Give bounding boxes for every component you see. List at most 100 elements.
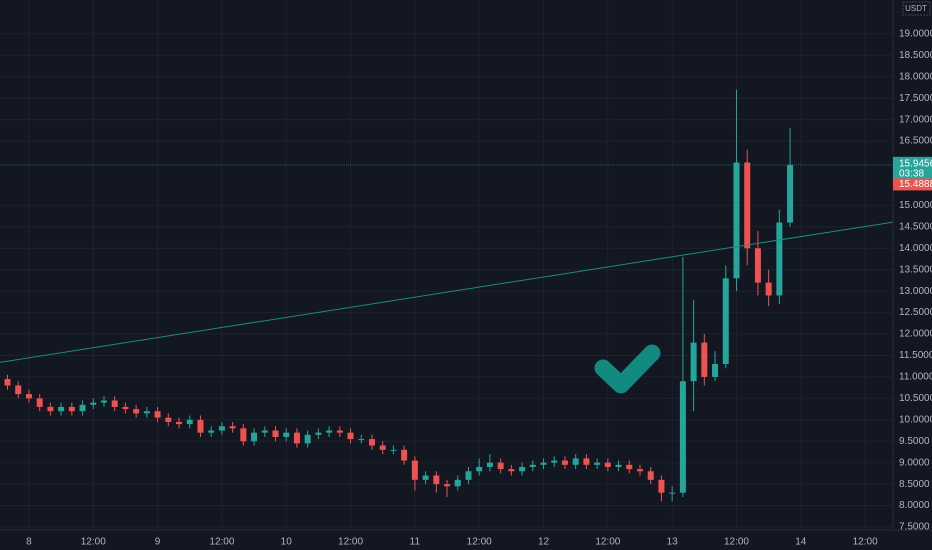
- candle-body: [669, 492, 676, 494]
- candle-body: [411, 460, 418, 480]
- candle-body: [79, 404, 86, 412]
- candle-body: [776, 222, 783, 296]
- currency[interactable]: USDT: [905, 4, 927, 13]
- candle-body: [347, 432, 354, 440]
- candle-body: [4, 379, 11, 386]
- x-tick-label: 8: [26, 537, 32, 548]
- y-tick-label: 18.5000: [899, 50, 932, 61]
- candle-body: [15, 385, 22, 395]
- candle-body: [283, 432, 290, 437]
- axis-labels: 7.5000 8.0000 8.5000 9.0000 9.5000 10.0000 10.…: [26, 29, 932, 548]
- candle-body: [401, 449, 408, 461]
- candle-body: [272, 430, 279, 437]
- candle-body: [25, 394, 32, 399]
- y-tick-label: 8.0000: [899, 500, 930, 511]
- candle-body: [787, 164, 794, 223]
- candle-body: [251, 432, 258, 442]
- candle-body: [122, 406, 129, 410]
- last-price-badge: [893, 156, 932, 179]
- candle-body: [519, 466, 526, 472]
- y-tick-label: 12.0000: [899, 329, 932, 340]
- candle-body: [379, 445, 386, 450]
- countdown-label: 03:38: [899, 168, 924, 179]
- candle-body: [615, 464, 622, 467]
- y-tick-label: 8.5000: [899, 479, 930, 490]
- y-tick-label: 7.5000: [899, 522, 930, 533]
- candle-body: [765, 282, 772, 296]
- candle-body: [154, 411, 161, 418]
- candle-body: [529, 464, 536, 467]
- candle-body: [218, 426, 225, 431]
- candle-body: [240, 428, 247, 442]
- x-tick-label: 12:00: [853, 537, 878, 548]
- candle-body: [208, 430, 215, 433]
- candle-body: [486, 462, 493, 467]
- y-tick-label: 17.5000: [899, 93, 932, 104]
- x-tick-label: 12:00: [724, 537, 749, 548]
- x-tick-label: 14: [795, 537, 807, 548]
- candle-body: [47, 406, 54, 412]
- candle-body: [454, 479, 461, 487]
- candle-body: [551, 460, 558, 463]
- candle-body: [433, 475, 440, 485]
- x-tick-label: 12:00: [338, 537, 363, 548]
- candle-body: [690, 342, 697, 382]
- candle-body: [176, 421, 183, 425]
- y-tick-label: 16.5000: [899, 136, 932, 147]
- candle-body: [100, 400, 107, 403]
- marker-price-label: 15.4888: [899, 179, 932, 190]
- x-tick-label: 12:00: [81, 537, 106, 548]
- candle-body: [422, 475, 429, 480]
- currency-box[interactable]: [902, 1, 931, 16]
- y-tick-label: 10.5000: [899, 393, 932, 404]
- candle-body: [594, 462, 601, 465]
- candle-body: [465, 471, 472, 480]
- x-tick-label: 9: [155, 537, 161, 548]
- y-tick-label: 11.0000: [899, 372, 932, 383]
- candle-body: [744, 162, 751, 249]
- candle-body: [36, 398, 43, 407]
- marker-price-badge: [893, 178, 932, 191]
- candle-body: [647, 471, 654, 480]
- candle-body: [304, 434, 311, 444]
- candle-body: [637, 469, 644, 472]
- y-tick-label: 17.0000: [899, 114, 932, 125]
- candle-body: [165, 417, 172, 422]
- candle-body: [476, 466, 483, 472]
- y-tick-label: 14.5000: [899, 221, 932, 232]
- y-tick-label: 13.0000: [899, 286, 932, 297]
- candle-body: [186, 419, 193, 425]
- candle-body: [315, 432, 322, 435]
- plot: [0, 89, 894, 502]
- x-tick-label: 12:00: [467, 537, 492, 548]
- candle-body: [143, 411, 150, 414]
- candle-body: [658, 479, 665, 493]
- candle-body: [68, 406, 75, 412]
- candle-body: [626, 464, 633, 470]
- candle-body: [58, 406, 65, 412]
- x-tick-label: 10: [281, 537, 293, 548]
- candle-body: [336, 430, 343, 433]
- y-tick-label: 12.5000: [899, 307, 932, 318]
- candle-body: [293, 432, 300, 444]
- candle-body: [261, 430, 268, 433]
- y-tick-label: 9.0000: [899, 457, 930, 468]
- x-tick-label: 12:00: [209, 537, 234, 548]
- candle-body: [604, 462, 611, 467]
- candle-body: [197, 419, 204, 433]
- candle-body: [358, 439, 365, 441]
- candle-body: [561, 460, 568, 465]
- grid: [0, 0, 893, 530]
- candle-body: [712, 364, 719, 377]
- candle-body: [508, 469, 515, 472]
- candle-body: [701, 342, 708, 377]
- candle-body: [540, 462, 547, 465]
- y-tick-label: 9.5000: [899, 436, 930, 447]
- candle-body: [754, 248, 761, 283]
- trendline: [0, 221, 894, 363]
- y-tick-label: 14.0000: [899, 243, 932, 254]
- candle-body: [229, 426, 236, 429]
- last-price-label: 15.9456: [899, 158, 932, 169]
